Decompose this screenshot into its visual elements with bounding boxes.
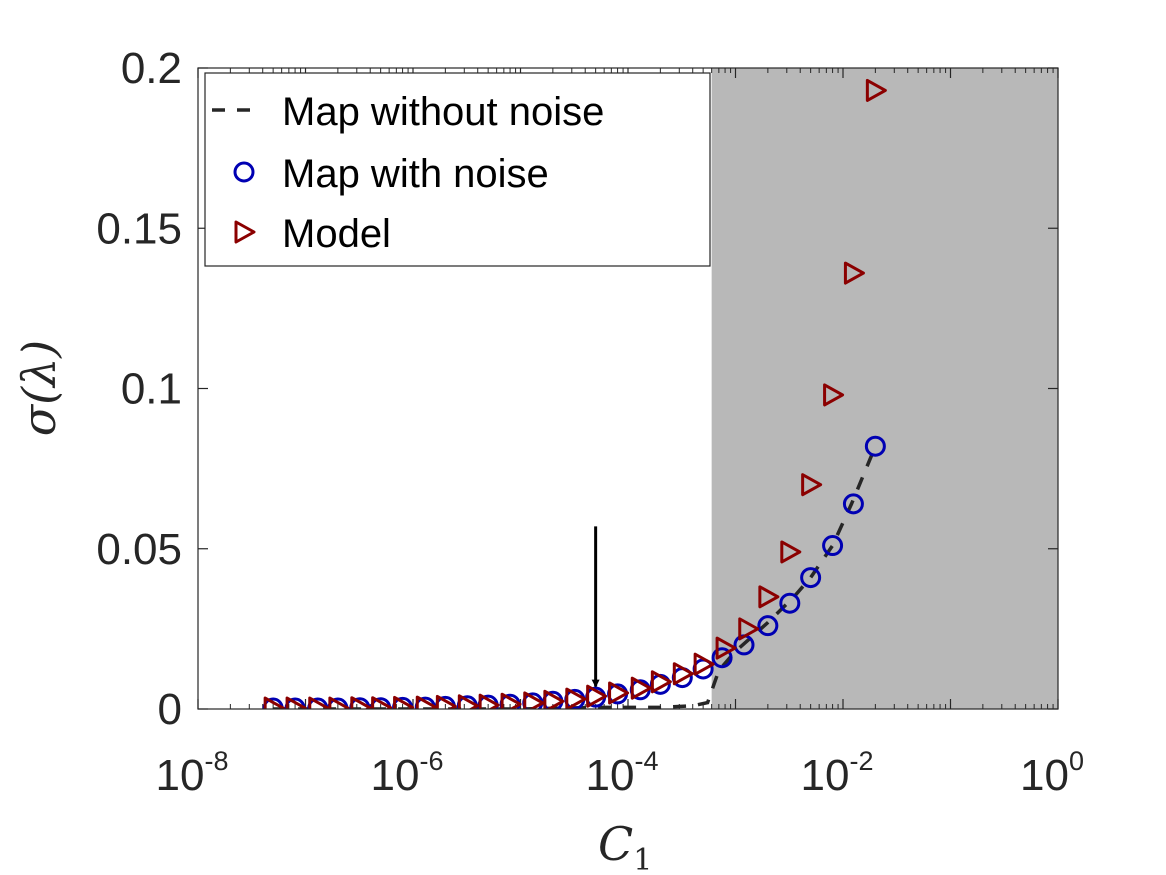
legend-label-map-without-noise: Map without noise: [282, 90, 604, 134]
x-axis-label-subscript: 1: [633, 843, 652, 875]
point-model: [457, 694, 479, 709]
y-tick-label: 0.05: [96, 525, 182, 574]
point-model: [350, 696, 372, 709]
y-axis-label: σ(λ): [12, 340, 66, 436]
point-map-with-noise: [800, 567, 822, 589]
legend-marker-map-with-noise: [233, 161, 255, 183]
point-map-with-noise: [822, 535, 844, 557]
point-model: [415, 695, 437, 709]
point-model: [608, 681, 630, 705]
point-model: [543, 689, 565, 709]
x-tick-label: 10-8: [156, 746, 229, 800]
point-model: [586, 684, 608, 708]
point-model: [478, 693, 500, 709]
point-model: [523, 691, 545, 709]
legend-label-model: Model: [282, 212, 391, 256]
point-model: [328, 696, 350, 709]
point-model: [865, 78, 887, 102]
legend-marker-model: [234, 220, 256, 244]
point-map-with-noise: [711, 647, 733, 669]
point-model: [738, 617, 760, 641]
point-model: [693, 652, 715, 676]
point-model: [308, 696, 330, 709]
x-tick-label: 10-2: [801, 746, 874, 800]
point-model: [843, 261, 865, 285]
point-model: [263, 696, 285, 709]
point-map-with-noise: [864, 435, 886, 457]
series-line-map-without-noise: [273, 445, 878, 709]
legend-box: [204, 72, 711, 267]
y-tick-label: 0: [158, 685, 182, 734]
data-series: [262, 78, 887, 709]
point-model: [500, 692, 522, 709]
point-model: [630, 676, 652, 700]
point-model: [650, 670, 672, 694]
plot-frame: [197, 67, 1059, 710]
x-tick-label: 10-4: [586, 746, 659, 800]
point-model: [285, 696, 307, 709]
x-tick-labels: 10-8 10-6 10-4 10-2 100: [156, 746, 1084, 800]
y-tick-label: 0.15: [96, 204, 182, 253]
point-map-with-noise: [757, 615, 779, 637]
point-model: [823, 383, 845, 407]
point-map-with-noise: [842, 493, 864, 515]
point-model: [435, 694, 457, 709]
legend: Map without noise Map with noise Model: [204, 72, 711, 267]
point-model: [801, 473, 823, 497]
x-tick-label: 10-6: [371, 746, 444, 800]
y-tick-labels: 0 0.05 0.1 0.15 0.2: [96, 44, 182, 734]
y-tick-label: 0.1: [121, 365, 182, 414]
x-tick-label: 100: [1020, 746, 1084, 800]
legend-label-map-with-noise: Map with noise: [282, 152, 549, 196]
point-model: [672, 662, 694, 686]
point-model: [715, 636, 737, 660]
point-model: [393, 695, 415, 709]
point-model: [565, 687, 587, 709]
point-model: [780, 540, 802, 564]
shaded-region: [711, 68, 1058, 709]
x-axis-label: C1: [598, 817, 652, 875]
point-model: [371, 696, 393, 709]
point-model: [758, 585, 780, 609]
point-map-with-noise: [779, 592, 801, 614]
y-tick-label: 0.2: [121, 44, 182, 93]
